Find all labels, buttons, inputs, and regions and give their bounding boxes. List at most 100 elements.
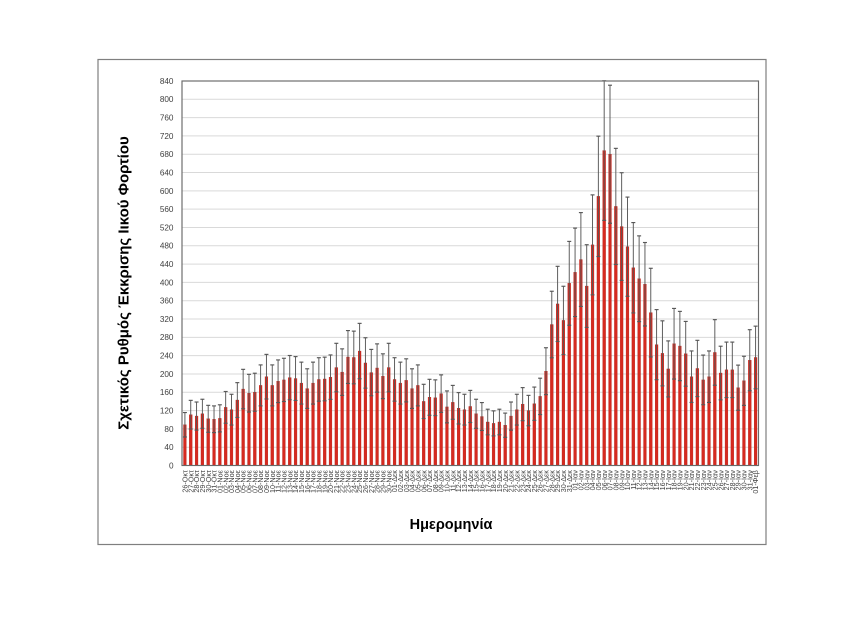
svg-text:20-Ιαν: 20-Ιαν: [681, 470, 690, 491]
svg-text:24-Νοε: 24-Νοε: [349, 469, 358, 493]
svg-text:320: 320: [160, 315, 174, 324]
svg-text:440: 440: [160, 260, 174, 269]
svg-text:29-Δεκ: 29-Δεκ: [553, 470, 562, 492]
svg-text:160: 160: [160, 388, 174, 397]
svg-text:19-Ιαν: 19-Ιαν: [675, 470, 684, 491]
svg-text:11-Ιαν: 11-Ιαν: [629, 470, 638, 490]
svg-text:400: 400: [160, 278, 174, 287]
svg-text:560: 560: [160, 205, 174, 214]
svg-text:28-Δεκ: 28-Δεκ: [547, 470, 556, 492]
svg-text:760: 760: [160, 114, 174, 123]
svg-text:27-Ιαν: 27-Ιαν: [722, 470, 731, 491]
svg-text:10-Ιαν: 10-Ιαν: [623, 470, 632, 491]
svg-text:27-Δεκ: 27-Δεκ: [542, 470, 551, 492]
svg-text:360: 360: [160, 297, 174, 306]
svg-text:27-Οκτ: 27-Οκτ: [186, 470, 195, 493]
svg-text:30-Νοε: 30-Νοε: [384, 469, 393, 493]
svg-text:05-Ιαν: 05-Ιαν: [594, 470, 603, 491]
svg-text:18-Ιαν: 18-Ιαν: [670, 470, 679, 491]
svg-text:20-Δεκ: 20-Δεκ: [501, 470, 510, 492]
svg-text:25-Νοε: 25-Νοε: [355, 469, 364, 493]
svg-text:720: 720: [160, 132, 174, 141]
svg-text:Σχετικός Ρυθμός Έκκρισης Ιικού: Σχετικός Ρυθμός Έκκρισης Ιικού Φορτίου: [116, 136, 133, 430]
svg-text:15-Ιαν: 15-Ιαν: [652, 470, 661, 491]
svg-text:29-Οκτ: 29-Οκτ: [198, 470, 207, 493]
svg-text:09-Νοε: 09-Νοε: [262, 469, 271, 493]
svg-text:0: 0: [169, 461, 174, 470]
svg-text:12-Ιαν: 12-Ιαν: [635, 470, 644, 491]
svg-text:15-Νοε: 15-Νοε: [297, 469, 306, 493]
svg-text:01-Δεκ: 01-Δεκ: [390, 470, 399, 492]
svg-text:16-Νοε: 16-Νοε: [303, 469, 312, 493]
svg-text:03-Ιαν: 03-Ιαν: [582, 470, 591, 491]
svg-text:02-Νοε: 02-Νοε: [221, 469, 230, 493]
svg-text:30-Ιαν: 30-Ιαν: [740, 470, 749, 491]
svg-text:02-Ιαν: 02-Ιαν: [576, 470, 585, 491]
svg-text:26-Ιαν: 26-Ιαν: [716, 470, 725, 491]
svg-text:17-Δεκ: 17-Δεκ: [483, 470, 492, 492]
svg-text:600: 600: [160, 187, 174, 196]
svg-text:19-Νοε: 19-Νοε: [320, 469, 329, 493]
svg-text:40: 40: [164, 443, 174, 452]
svg-text:13-Ιαν: 13-Ιαν: [641, 470, 650, 491]
svg-text:19-Δεκ: 19-Δεκ: [495, 470, 504, 492]
svg-text:80: 80: [164, 425, 174, 434]
svg-text:20-Νοε: 20-Νοε: [326, 469, 335, 493]
svg-text:30-Δεκ: 30-Δεκ: [559, 470, 568, 492]
svg-text:08-Νοε: 08-Νοε: [256, 469, 265, 493]
svg-text:23-Ιαν: 23-Ιαν: [699, 470, 708, 491]
svg-text:10-Δεκ: 10-Δεκ: [443, 470, 452, 492]
svg-text:26-Δεκ: 26-Δεκ: [536, 470, 545, 492]
svg-text:25-Ιαν: 25-Ιαν: [710, 470, 719, 491]
svg-text:09-Δεκ: 09-Δεκ: [437, 470, 446, 492]
svg-text:01-Ιαν: 01-Ιαν: [571, 470, 580, 491]
svg-text:680: 680: [160, 150, 174, 159]
svg-text:07-Δεκ: 07-Δεκ: [425, 470, 434, 492]
svg-text:17-Νοε: 17-Νοε: [309, 469, 318, 493]
svg-text:02-Δεκ: 02-Δεκ: [396, 470, 405, 492]
svg-text:06-Νοε: 06-Νοε: [245, 469, 254, 493]
svg-text:12-Νοε: 12-Νοε: [280, 469, 289, 493]
svg-text:18-Δεκ: 18-Δεκ: [489, 470, 498, 492]
svg-text:06-Δεκ: 06-Δεκ: [419, 470, 428, 492]
svg-text:04-Νοε: 04-Νοε: [233, 469, 242, 493]
svg-text:13-Νοε: 13-Νοε: [285, 469, 294, 493]
svg-text:14-Ιαν: 14-Ιαν: [646, 470, 655, 491]
svg-text:06-Ιαν: 06-Ιαν: [600, 470, 609, 491]
svg-text:29-Νοε: 29-Νοε: [379, 469, 388, 493]
svg-text:11-Νοε: 11-Νοε: [274, 469, 283, 492]
svg-text:05-Νοε: 05-Νοε: [239, 469, 248, 493]
svg-text:01-Φεβ: 01-Φεβ: [751, 470, 760, 493]
svg-text:240: 240: [160, 352, 174, 361]
svg-text:31-Δεκ: 31-Δεκ: [565, 470, 574, 492]
svg-text:22-Δεκ: 22-Δεκ: [512, 470, 521, 492]
svg-text:11-Δεκ: 11-Δεκ: [448, 470, 457, 492]
svg-text:25-Δεκ: 25-Δεκ: [530, 470, 539, 492]
svg-text:23-Νοε: 23-Νοε: [344, 469, 353, 493]
svg-text:04-Δεκ: 04-Δεκ: [408, 470, 417, 492]
svg-text:480: 480: [160, 242, 174, 251]
svg-text:31-Ιαν: 31-Ιαν: [745, 470, 754, 491]
svg-text:03-Νοε: 03-Νοε: [227, 469, 236, 493]
svg-text:Ημερομηνία: Ημερομηνία: [410, 517, 493, 533]
svg-text:08-Ιαν: 08-Ιαν: [611, 470, 620, 491]
svg-text:21-Νοε: 21-Νοε: [332, 469, 341, 493]
svg-text:24-Δεκ: 24-Δεκ: [524, 470, 533, 492]
svg-text:13-Δεκ: 13-Δεκ: [460, 470, 469, 492]
svg-text:21-Ιαν: 21-Ιαν: [687, 470, 696, 491]
svg-text:09-Ιαν: 09-Ιαν: [617, 470, 626, 491]
svg-text:05-Δεκ: 05-Δεκ: [413, 470, 422, 492]
svg-text:24-Ιαν: 24-Ιαν: [705, 470, 714, 491]
svg-text:04-Ιαν: 04-Ιαν: [588, 470, 597, 491]
svg-text:120: 120: [160, 406, 174, 415]
svg-text:520: 520: [160, 223, 174, 232]
svg-text:07-Νοε: 07-Νοε: [250, 469, 259, 493]
svg-text:16-Δεκ: 16-Δεκ: [478, 470, 487, 492]
svg-text:30-Οκτ: 30-Οκτ: [204, 470, 213, 493]
svg-text:800: 800: [160, 95, 174, 104]
svg-text:22-Νοε: 22-Νοε: [338, 469, 347, 493]
svg-text:200: 200: [160, 370, 174, 379]
svg-text:28-Ιαν: 28-Ιαν: [728, 470, 737, 491]
svg-text:12-Δεκ: 12-Δεκ: [454, 470, 463, 492]
svg-text:29-Ιαν: 29-Ιαν: [734, 470, 743, 491]
